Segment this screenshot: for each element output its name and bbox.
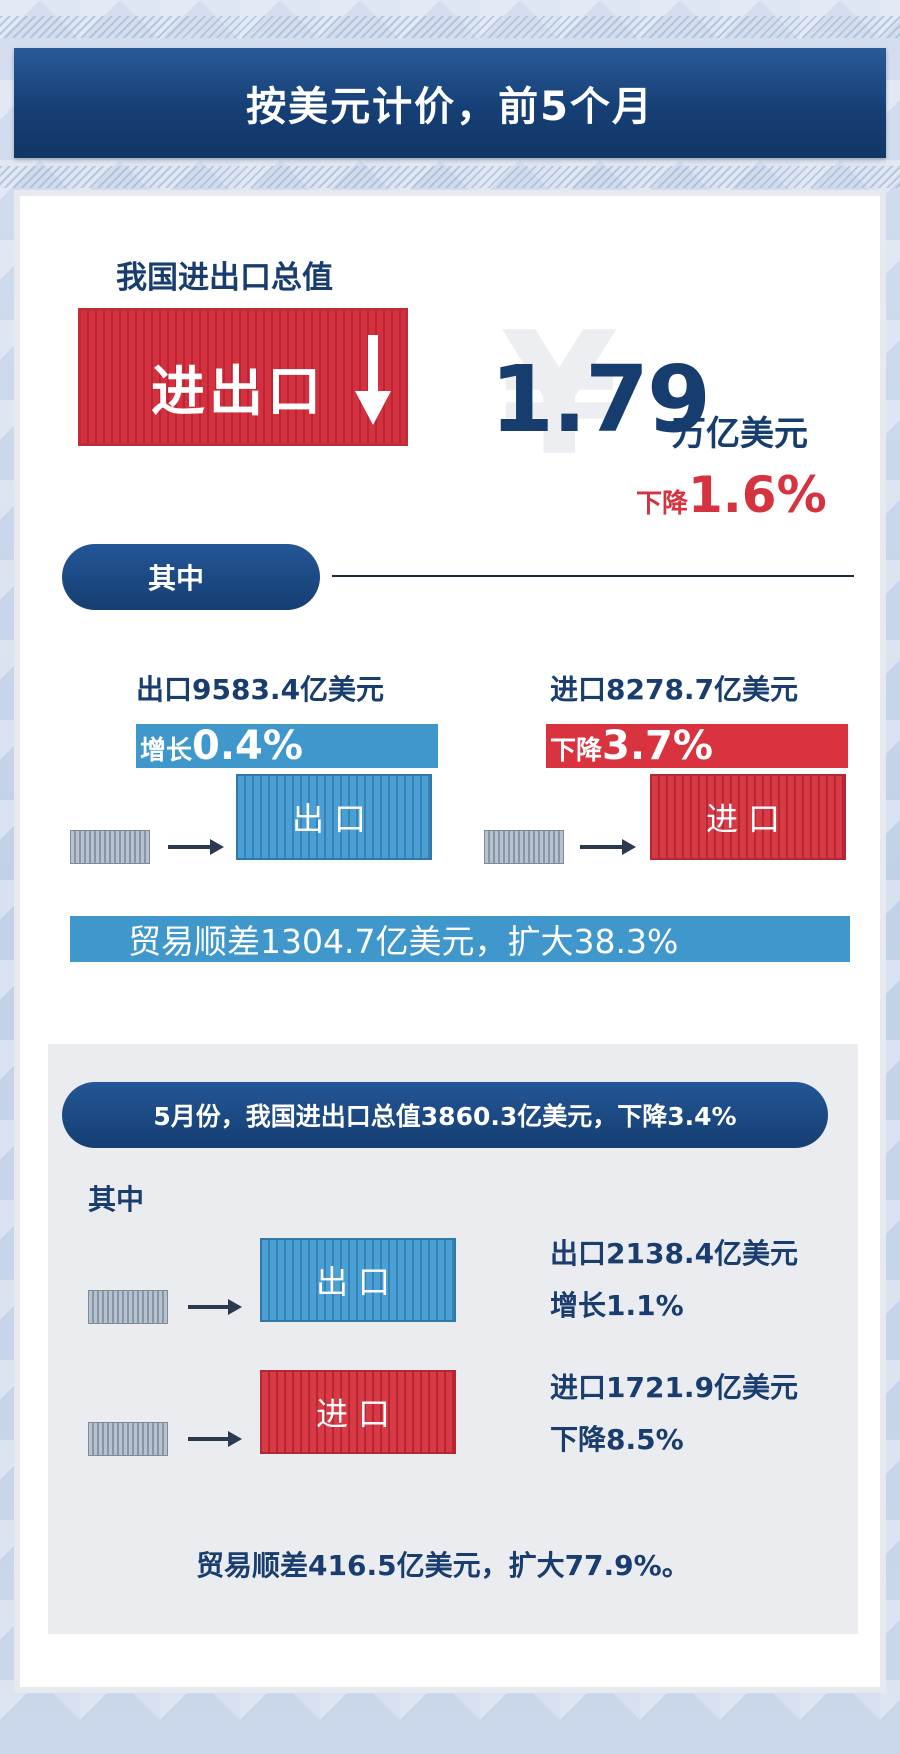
may-export-text: 出口2138.4亿美元 增长1.1% bbox=[550, 1228, 798, 1332]
import-change-prefix: 下降 bbox=[550, 736, 603, 766]
trade-surplus-bar: 贸易顺差1304.7亿美元，扩大38.3% bbox=[70, 916, 850, 962]
may-import-container: 进口 bbox=[260, 1370, 456, 1454]
right-arrow-icon bbox=[580, 845, 624, 849]
total-label: 我国进出口总值 bbox=[116, 260, 333, 296]
total-change-prefix: 下降 bbox=[636, 489, 689, 519]
page-header: 按美元计价，前5个月 bbox=[14, 48, 886, 158]
total-value: 1.79 bbox=[490, 346, 711, 453]
may-import-change: 下降8.5% bbox=[550, 1423, 684, 1456]
right-arrow-icon bbox=[188, 1437, 230, 1441]
right-arrow-icon bbox=[188, 1305, 230, 1309]
yen-watermark-icon: ¥ bbox=[500, 296, 619, 494]
trade-container-box: 进出口 bbox=[78, 308, 408, 446]
right-arrow-head-icon bbox=[228, 1299, 242, 1315]
total-change: 下降1.6% bbox=[636, 466, 827, 524]
right-arrow-head-icon bbox=[622, 839, 636, 855]
export-label: 出口9583.4亿美元 bbox=[136, 673, 385, 706]
may-export-value: 出口2138.4亿美元 bbox=[550, 1237, 799, 1270]
import-change-bar: 下降 3.7% bbox=[546, 724, 848, 768]
may-import-value: 进口1721.9亿美元 bbox=[550, 1371, 799, 1404]
may-panel: 5月份，我国进出口总值3860.3亿美元，下降3.4% 其中 出口 出口2138… bbox=[48, 1044, 858, 1634]
right-arrow-head-icon bbox=[228, 1431, 242, 1447]
export-change-value: 0.4% bbox=[192, 723, 303, 769]
divider bbox=[332, 575, 854, 577]
total-change-value: 1.6% bbox=[688, 466, 827, 524]
import-change-value: 3.7% bbox=[602, 723, 713, 769]
decor-stripes-mid bbox=[0, 166, 900, 188]
may-breakdown-label: 其中 bbox=[88, 1183, 145, 1216]
small-container-icon bbox=[88, 1290, 168, 1324]
page-title: 按美元计价，前5个月 bbox=[246, 84, 654, 130]
may-trade-surplus: 贸易顺差416.5亿美元，扩大77.9%。 bbox=[196, 1549, 690, 1582]
small-container-icon bbox=[70, 830, 150, 864]
small-container-icon bbox=[88, 1422, 168, 1456]
right-arrow-icon bbox=[168, 845, 212, 849]
decor-stripes-top bbox=[0, 16, 900, 38]
right-arrow-head-icon bbox=[210, 839, 224, 855]
import-container: 进口 bbox=[650, 774, 846, 860]
small-container-icon bbox=[484, 830, 564, 864]
may-import-text: 进口1721.9亿美元 下降8.5% bbox=[550, 1362, 798, 1466]
trade-container-label: 进出口 bbox=[151, 360, 325, 423]
content-card: 我国进出口总值 进出口 ¥ 1.79 万亿美元 下降1.6% 其中 出口9583… bbox=[14, 190, 886, 1693]
may-export-change: 增长1.1% bbox=[550, 1289, 684, 1322]
export-container: 出口 bbox=[236, 774, 432, 860]
export-change-bar: 增长 0.4% bbox=[136, 724, 438, 768]
down-arrow-icon bbox=[355, 335, 391, 425]
may-pill: 5月份，我国进出口总值3860.3亿美元，下降3.4% bbox=[62, 1082, 828, 1148]
export-change-prefix: 增长 bbox=[140, 736, 193, 766]
import-label: 进口8278.7亿美元 bbox=[550, 673, 799, 706]
total-unit: 万亿美元 bbox=[672, 414, 808, 454]
may-export-container: 出口 bbox=[260, 1238, 456, 1322]
breakdown-pill: 其中 bbox=[62, 544, 320, 610]
